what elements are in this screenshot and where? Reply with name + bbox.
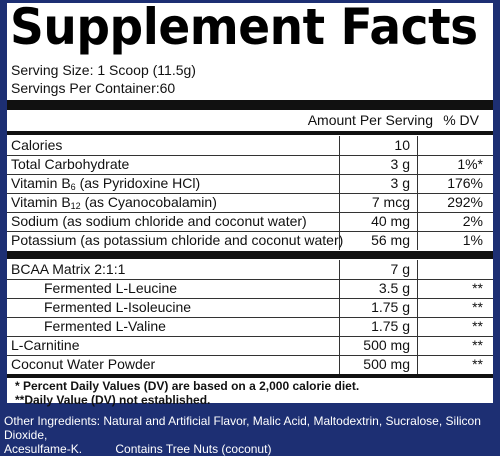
row-daily-value: 1% xyxy=(462,232,483,248)
row-name: Fermented L-Isoleucine xyxy=(44,299,192,315)
table-row: Potassium (as potassium chloride and coc… xyxy=(7,231,493,250)
row-daily-value: 2% xyxy=(462,213,483,229)
column-header-divider xyxy=(7,131,493,135)
footnote-not-established: **Daily Value (DV) not established. xyxy=(15,393,211,407)
row-divider xyxy=(7,212,493,213)
row-daily-value: ** xyxy=(472,356,483,372)
row-divider xyxy=(7,193,493,194)
table-row: Vitamin B12 (as Cyanocobalamin) 7 mcg 292% xyxy=(7,193,493,212)
row-divider xyxy=(7,231,493,232)
row-divider xyxy=(7,298,493,299)
table-row: Fermented L-Valine 1.75 g ** xyxy=(7,317,493,336)
other-ingredients-line-2: Acesulfame-K. Contains Tree Nuts (coconu… xyxy=(4,442,272,456)
row-amount: 1.75 g xyxy=(371,318,410,334)
row-name: L-Carnitine xyxy=(11,337,80,353)
row-name: Fermented L-Valine xyxy=(44,318,166,334)
footnote-daily-values: * Percent Daily Values (DV) are based on… xyxy=(15,379,360,393)
row-amount: 500 mg xyxy=(363,337,410,353)
row-name: Potassium (as potassium chloride and coc… xyxy=(11,232,344,248)
row-name: Fermented L-Leucine xyxy=(44,280,178,296)
section-divider xyxy=(7,251,493,259)
row-divider xyxy=(7,174,493,175)
amount-column-header: Amount Per Serving xyxy=(307,112,433,128)
row-name: Calories xyxy=(11,137,63,153)
row-daily-value: 176% xyxy=(447,175,483,191)
table-row: Calories 10 xyxy=(7,136,493,155)
other-ingredients-line-1: Other Ingredients: Natural and Artificia… xyxy=(4,414,481,442)
row-name: Sodium (as sodium chloride and coconut w… xyxy=(11,213,307,229)
row-daily-value: 292% xyxy=(447,194,483,210)
column-header: Amount Per Serving % DV xyxy=(7,110,493,130)
panel-title: Supplement Facts xyxy=(10,0,478,56)
row-daily-value: ** xyxy=(472,299,483,315)
row-amount: 7 g xyxy=(390,261,410,277)
table-row: BCAA Matrix 2:1:1 7 g xyxy=(7,260,493,279)
column-divider xyxy=(417,136,418,250)
row-amount: 10 xyxy=(394,137,410,153)
row-amount: 3 g xyxy=(390,175,410,191)
table-row: Fermented L-Isoleucine 1.75 g ** xyxy=(7,298,493,317)
supplement-facts-panel: Supplement Facts Serving Size: 1 Scoop (… xyxy=(7,0,493,407)
row-name: Total Carbohydrate xyxy=(11,156,130,172)
column-divider xyxy=(417,260,418,374)
table-row: Fermented L-Leucine 3.5 g ** xyxy=(7,279,493,298)
row-amount: 56 mg xyxy=(371,232,410,248)
row-daily-value: ** xyxy=(472,280,483,296)
column-divider xyxy=(339,136,340,250)
footer-divider xyxy=(7,374,493,378)
table-row: Total Carbohydrate 3 g 1%* xyxy=(7,155,493,174)
other-ingredients: Other Ingredients: Natural and Artificia… xyxy=(4,414,498,456)
row-name: Vitamin B6 (as Pyridoxine HCl) xyxy=(11,175,201,192)
row-amount: 3 g xyxy=(390,156,410,172)
dv-column-header: % DV xyxy=(443,112,479,128)
row-amount: 3.5 g xyxy=(378,280,410,296)
row-amount: 500 mg xyxy=(363,356,410,372)
row-name: Coconut Water Powder xyxy=(11,356,156,372)
row-divider xyxy=(7,155,493,156)
header-divider xyxy=(7,100,493,110)
table-row: Sodium (as sodium chloride and coconut w… xyxy=(7,212,493,231)
row-amount: 1.75 g xyxy=(371,299,410,315)
row-daily-value: ** xyxy=(472,318,483,334)
table-row: L-Carnitine 500 mg ** xyxy=(7,336,493,355)
table-row: Coconut Water Powder 500 mg ** xyxy=(7,355,493,374)
column-divider xyxy=(339,260,340,374)
row-daily-value: ** xyxy=(472,337,483,353)
row-divider xyxy=(7,336,493,337)
row-divider xyxy=(7,317,493,318)
table-row: Vitamin B6 (as Pyridoxine HCl) 3 g 176% xyxy=(7,174,493,193)
row-name: Vitamin B12 (as Cyanocobalamin) xyxy=(11,194,217,211)
row-divider xyxy=(7,355,493,356)
servings-per-container: Servings Per Container:60 xyxy=(11,80,176,96)
row-name: BCAA Matrix 2:1:1 xyxy=(11,261,126,277)
row-divider xyxy=(7,279,493,280)
row-amount: 40 mg xyxy=(371,213,410,229)
serving-size: Serving Size: 1 Scoop (11.5g) xyxy=(11,62,196,78)
row-daily-value: 1%* xyxy=(457,156,483,172)
row-amount: 7 mcg xyxy=(371,194,410,210)
